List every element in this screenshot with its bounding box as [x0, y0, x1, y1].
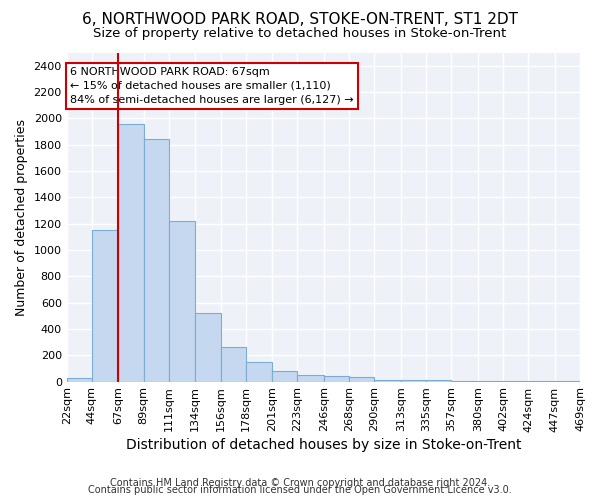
Bar [169, 221, 195, 382]
Bar [324, 376, 349, 382]
Text: Contains public sector information licensed under the Open Government Licence v3: Contains public sector information licen… [88, 485, 512, 495]
Bar [298, 375, 324, 382]
Bar [67, 378, 92, 382]
Bar [272, 371, 298, 382]
Bar [451, 381, 478, 382]
Bar [92, 230, 118, 382]
Text: 6, NORTHWOOD PARK ROAD, STOKE-ON-TRENT, ST1 2DT: 6, NORTHWOOD PARK ROAD, STOKE-ON-TRENT, … [82, 12, 518, 28]
Bar [246, 362, 272, 382]
Bar [426, 380, 451, 382]
Bar [529, 381, 555, 382]
Text: Size of property relative to detached houses in Stoke-on-Trent: Size of property relative to detached ho… [94, 28, 506, 40]
Bar [221, 346, 246, 382]
Y-axis label: Number of detached properties: Number of detached properties [15, 118, 28, 316]
Bar [478, 381, 503, 382]
Bar [401, 380, 426, 382]
X-axis label: Distribution of detached houses by size in Stoke-on-Trent: Distribution of detached houses by size … [125, 438, 521, 452]
Text: Contains HM Land Registry data © Crown copyright and database right 2024.: Contains HM Land Registry data © Crown c… [110, 478, 490, 488]
Bar [555, 381, 580, 382]
Bar [195, 313, 221, 382]
Bar [374, 380, 401, 382]
Text: 6 NORTHWOOD PARK ROAD: 67sqm
← 15% of detached houses are smaller (1,110)
84% of: 6 NORTHWOOD PARK ROAD: 67sqm ← 15% of de… [70, 67, 354, 105]
Bar [118, 124, 143, 382]
Bar [349, 377, 374, 382]
Bar [503, 381, 529, 382]
Bar [143, 140, 169, 382]
